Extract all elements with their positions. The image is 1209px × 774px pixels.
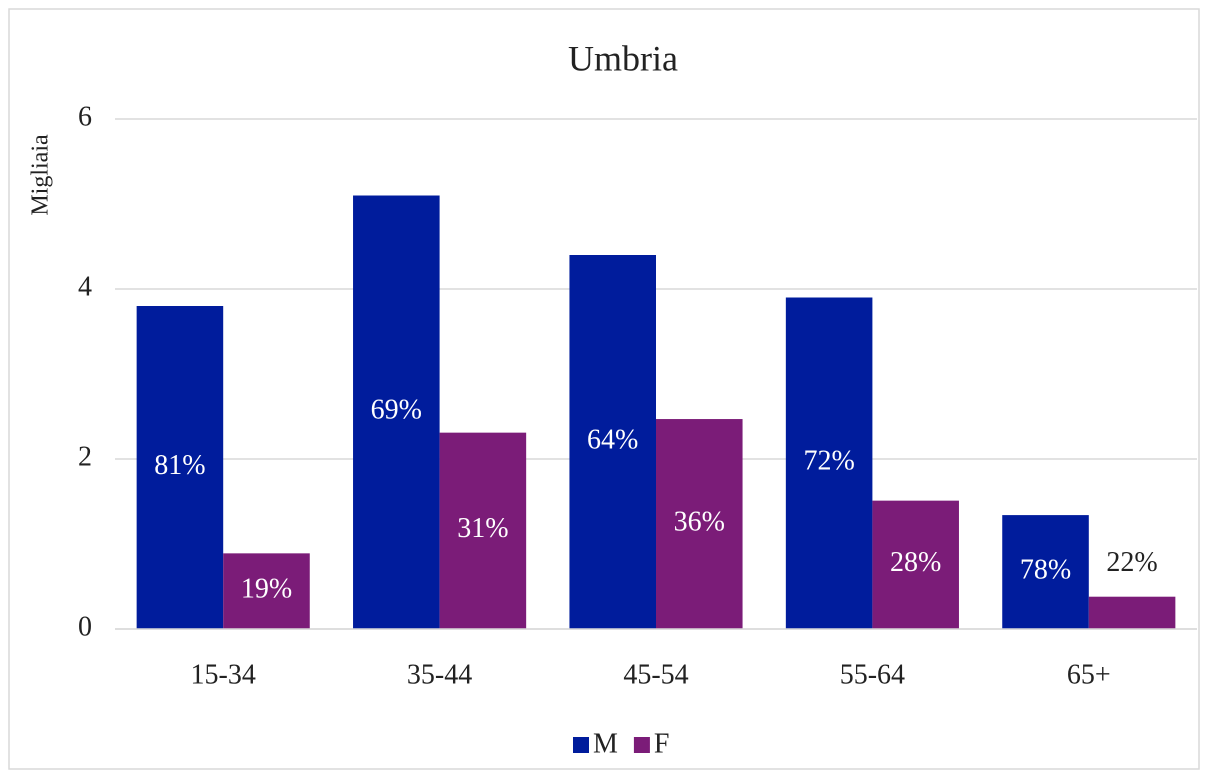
legend-swatch [573,737,589,753]
x-tick-label: 35-44 [407,659,472,690]
data-label: 72% [803,446,854,477]
bar [656,419,743,629]
chart-title: Umbria [568,38,678,78]
legend-label: F [654,728,670,759]
bar [569,255,656,629]
data-label: 19% [241,574,292,605]
bar [223,553,310,629]
x-tick-label: 15-34 [191,659,256,690]
bar [785,297,873,629]
data-label: 78% [1020,554,1071,585]
bar [1002,515,1089,629]
bar [1088,596,1176,629]
x-tick-label: 45-54 [623,659,688,690]
bar [353,195,440,629]
y-tick-label: 0 [78,611,92,642]
legend-label: M [593,728,618,759]
y-tick-label: 4 [78,271,92,302]
data-label: 81% [154,450,205,481]
data-label: 64% [587,424,638,455]
data-label: 36% [674,506,725,537]
x-tick-label: 65+ [1067,659,1111,690]
y-tick-label: 2 [78,441,92,472]
bar [136,306,224,629]
y-axis-label: Migliaia [28,134,54,216]
data-label: 22% [1106,547,1157,578]
data-label: 69% [371,395,422,426]
legend-swatch [633,737,650,753]
x-tick-label: 55-64 [840,659,905,690]
bar [439,432,527,629]
y-tick-label: 6 [78,101,92,132]
data-label: 28% [890,547,941,578]
data-label: 31% [457,513,508,544]
bar [872,500,959,629]
